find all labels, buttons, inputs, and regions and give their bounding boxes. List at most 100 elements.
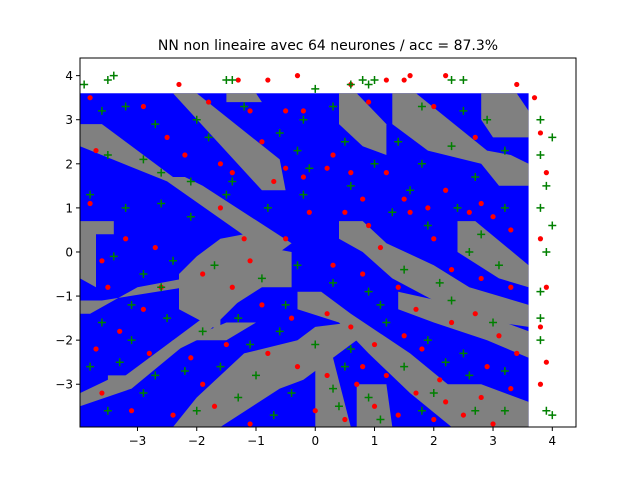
data-point-plus: [228, 76, 237, 85]
data-point-plus: [275, 327, 284, 336]
data-point-circle: [543, 170, 549, 176]
data-point-plus: [394, 137, 403, 146]
data-point-circle: [401, 333, 407, 339]
data-point-plus: [346, 80, 355, 89]
data-point-plus: [246, 340, 255, 349]
data-point-plus: [222, 190, 231, 199]
data-point-plus: [477, 230, 486, 239]
x-tick-label: 2: [430, 434, 438, 448]
data-point-plus: [305, 164, 314, 173]
data-point-circle: [431, 103, 437, 110]
decision-region: [392, 93, 529, 186]
data-point-plus: [489, 318, 498, 327]
data-point-plus: [334, 402, 343, 411]
data-point-circle: [123, 236, 129, 242]
data-point-circle: [472, 311, 478, 317]
data-point-circle: [271, 178, 277, 185]
data-point-circle: [407, 209, 413, 215]
data-point-plus: [548, 133, 557, 142]
data-point-plus: [376, 300, 385, 309]
data-point-plus: [536, 203, 545, 212]
data-point-circle: [152, 244, 158, 251]
data-point-plus: [542, 247, 551, 256]
data-point-circle: [496, 333, 502, 339]
y-tick-label: 2: [65, 157, 73, 171]
data-point-plus: [311, 340, 320, 349]
data-point-circle: [407, 73, 413, 79]
data-point-plus: [97, 106, 106, 115]
data-point-plus: [364, 287, 373, 296]
data-point-plus: [139, 155, 148, 164]
decision-region: [80, 340, 185, 407]
data-point-circle: [283, 236, 289, 242]
data-point-plus: [536, 287, 545, 296]
data-point-circle: [217, 205, 224, 211]
y-tick-label: 0: [65, 245, 73, 259]
data-point-circle: [472, 134, 478, 140]
data-point-circle: [140, 103, 147, 110]
data-point-plus: [329, 384, 338, 393]
data-point-plus: [417, 102, 426, 111]
data-point-circle: [508, 284, 514, 290]
data-point-plus: [157, 283, 166, 292]
data-point-circle: [490, 421, 496, 427]
data-point-circle: [241, 236, 247, 242]
data-point-circle: [170, 412, 176, 418]
data-point-plus: [234, 314, 243, 323]
data-point-plus: [139, 270, 148, 279]
data-point-plus: [127, 336, 136, 345]
data-point-plus: [340, 137, 349, 146]
data-point-circle: [431, 416, 437, 423]
data-point-plus: [299, 190, 308, 199]
data-point-circle: [448, 267, 455, 273]
data-point-plus: [103, 76, 112, 85]
data-point-plus: [329, 278, 338, 287]
data-point-circle: [247, 108, 253, 114]
data-point-circle: [247, 421, 253, 427]
data-point-circle: [324, 311, 330, 317]
data-point-circle: [460, 412, 467, 418]
data-point-plus: [500, 203, 509, 212]
data-point-circle: [371, 341, 378, 348]
data-point-circle: [182, 152, 188, 158]
data-point-plus: [435, 278, 444, 287]
data-point-circle: [176, 81, 182, 88]
data-point-circle: [99, 390, 105, 396]
data-point-circle: [365, 99, 372, 105]
data-point-circle: [448, 319, 455, 326]
data-point-circle: [531, 95, 538, 101]
data-point-circle: [413, 390, 419, 396]
decision-region: [80, 229, 96, 288]
data-point-plus: [346, 344, 355, 353]
data-point-circle: [324, 165, 330, 171]
data-point-plus: [169, 256, 178, 265]
plot-area: [79, 57, 577, 428]
data-point-circle: [330, 262, 336, 268]
data-point-circle: [200, 271, 206, 277]
data-point-plus: [358, 76, 367, 85]
data-point-circle: [283, 108, 289, 114]
decision-region: [226, 93, 262, 103]
data-point-plus: [210, 261, 219, 270]
data-point-plus: [536, 336, 545, 345]
data-point-plus: [275, 128, 284, 137]
data-point-plus: [340, 362, 349, 371]
data-point-circle: [348, 324, 354, 330]
data-point-plus: [329, 102, 338, 111]
data-point-circle: [401, 196, 407, 202]
y-axis: −3 −2 −1 0 1 2 3 4: [55, 69, 80, 392]
data-point-circle: [288, 315, 295, 321]
data-point-circle: [419, 346, 425, 352]
data-point-plus: [465, 247, 474, 256]
data-point-circle: [383, 372, 389, 379]
data-point-circle: [146, 350, 152, 356]
data-point-circle: [543, 284, 549, 290]
data-point-plus: [370, 76, 379, 85]
x-tick-label: 0: [311, 434, 319, 448]
data-point-plus: [447, 76, 456, 85]
data-point-circle: [425, 205, 431, 211]
decision-region: [80, 124, 292, 257]
data-point-plus: [400, 265, 409, 274]
axes-frame: [79, 57, 577, 428]
